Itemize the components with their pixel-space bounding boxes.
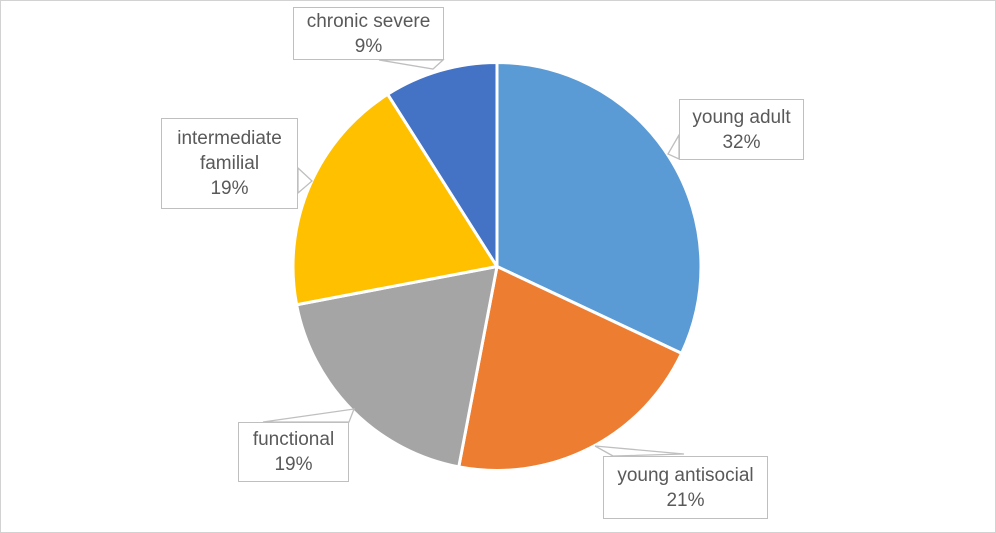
data-label-young-adult[interactable]: young adult 32% xyxy=(679,99,804,160)
data-label-young-antisocial[interactable]: young antisocial 21% xyxy=(603,456,768,519)
pie-slice-chronic-severe[interactable] xyxy=(386,61,499,268)
callout-pointer-intermediate-familial xyxy=(297,166,313,195)
pie-slice-young-adult[interactable] xyxy=(495,61,703,355)
data-label-chronic-severe[interactable]: chronic severe 9% xyxy=(293,7,444,60)
data-label-text: chronic severe xyxy=(306,10,431,32)
data-label-text: young adult xyxy=(692,106,791,128)
data-label-percent: 19% xyxy=(210,178,249,199)
data-label-percent: 21% xyxy=(666,489,705,511)
data-label-text: young antisocial xyxy=(617,464,754,486)
data-label-percent: 9% xyxy=(354,35,383,57)
pie-slice-intermediate-familial[interactable] xyxy=(291,92,499,307)
data-label-text: intermediate familial xyxy=(177,128,282,174)
callout-pointer-chronic-severe xyxy=(378,59,445,70)
data-label-functional[interactable]: functional 19% xyxy=(238,422,349,482)
data-label-text: functional xyxy=(252,429,335,450)
data-label-percent: 32% xyxy=(722,131,761,153)
callout-pointer-functional xyxy=(262,408,356,423)
pie-slice-young-antisocial[interactable] xyxy=(457,265,684,472)
callout-pointer-young-adult xyxy=(667,132,680,161)
data-label-percent: 19% xyxy=(274,454,313,475)
callout-pointer-young-antisocial xyxy=(594,445,685,457)
data-label-intermediate-familial[interactable]: intermediate familial 19% xyxy=(161,118,298,209)
